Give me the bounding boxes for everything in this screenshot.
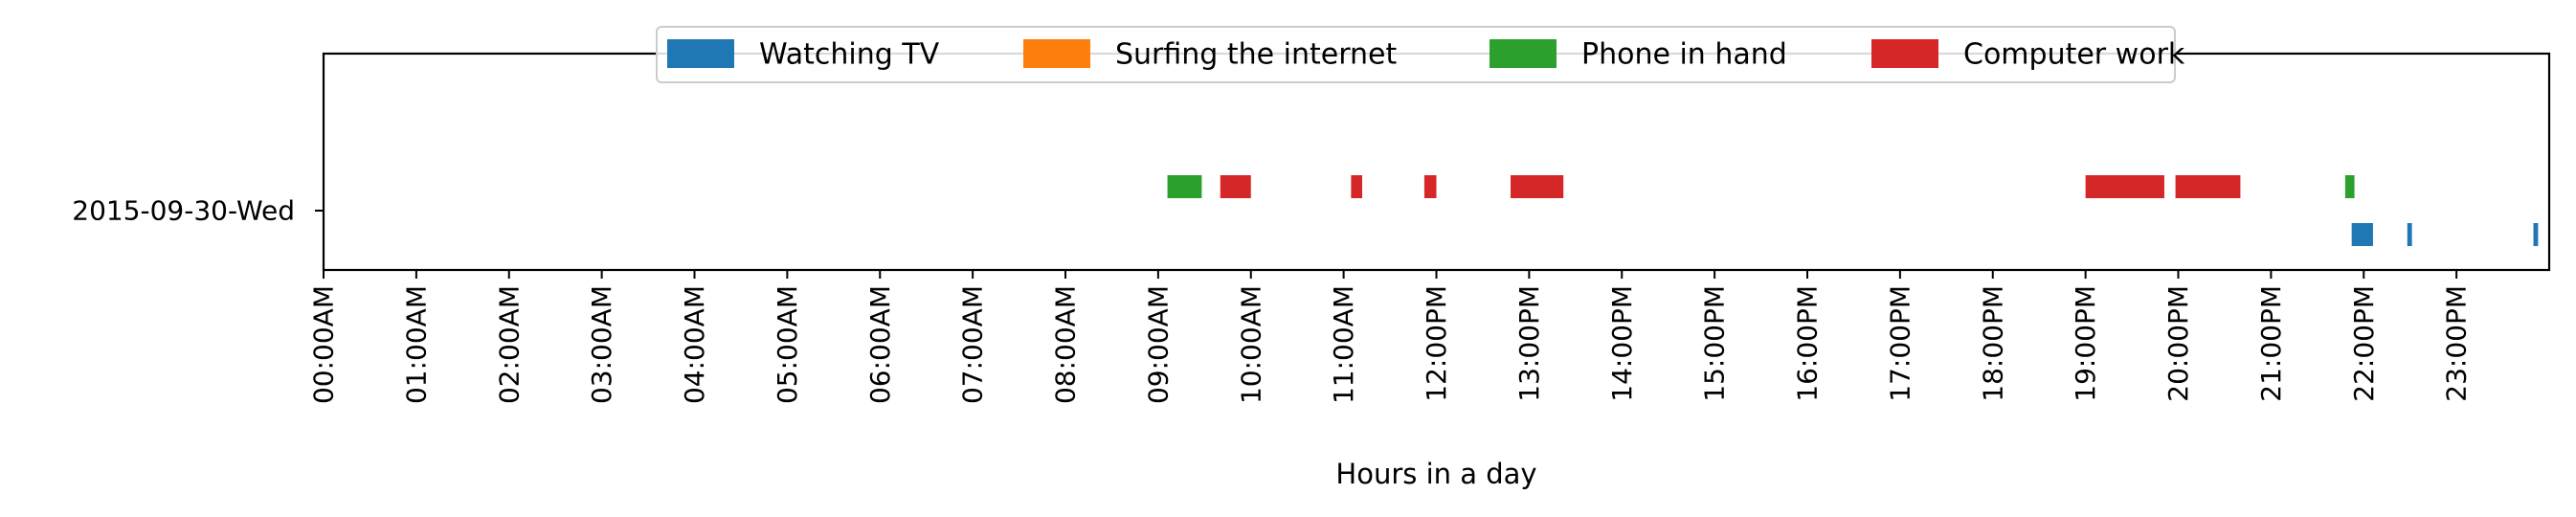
x-tick-label: 21:00PM (2255, 285, 2287, 402)
x-tick-label: 05:00AM (772, 285, 803, 404)
legend-swatch-surfing-the-internet (1023, 39, 1090, 68)
x-axis-title: Hours in a day (1335, 458, 1536, 490)
legend-label: Computer work (1963, 38, 2185, 72)
bar-computer-work-2 (1423, 175, 1437, 198)
legend-label: Watching TV (759, 38, 940, 72)
x-tick-label: 07:00AM (957, 285, 989, 404)
bar-computer-work-0 (1220, 175, 1251, 198)
x-tick-label: 16:00PM (1792, 285, 1824, 402)
bar-watching-tv-0 (2351, 223, 2373, 246)
legend-label: Phone in hand (1581, 38, 1787, 72)
x-tick-label: 09:00AM (1142, 285, 1174, 404)
x-tick-label: 00:00AM (308, 285, 340, 404)
x-tick-label: 22:00PM (2348, 285, 2380, 402)
y-axis-ticks: 2015-09-30-Wed (72, 195, 324, 227)
x-tick-label: 17:00PM (1884, 285, 1915, 402)
x-tick-label: 03:00AM (586, 285, 617, 404)
x-tick-label: 19:00PM (2070, 285, 2101, 402)
bar-computer-work-5 (2175, 175, 2241, 198)
bar-phone-in-hand-1 (2344, 175, 2355, 198)
x-tick-label: 04:00AM (679, 285, 710, 404)
legend-swatch-watching-tv (667, 39, 734, 68)
x-tick-label: 15:00PM (1699, 285, 1731, 402)
y-tick-label: 2015-09-30-Wed (72, 195, 295, 227)
x-tick-label: 14:00PM (1606, 285, 1638, 402)
x-tick-label: 08:00AM (1050, 285, 1082, 404)
activity-bars (1167, 175, 2539, 246)
bar-watching-tv-1 (2407, 223, 2412, 246)
bar-computer-work-3 (1511, 175, 1564, 198)
plot-frame (322, 52, 2551, 272)
legend-swatch-phone-in-hand (1490, 39, 1557, 68)
x-axis-ticks: 00:00AM 01:00AM 02:00AM 03:00AM 04:00AM 05:00… (308, 270, 2473, 404)
legend: Watching TV Surfing the internet Phone in … (656, 26, 2185, 83)
x-tick-label: 12:00PM (1421, 285, 1452, 402)
bar-computer-work-1 (1351, 175, 1362, 198)
x-tick-label: 10:00AM (1235, 285, 1266, 404)
x-tick-label: 13:00PM (1513, 285, 1545, 402)
bar-watching-tv-2 (2533, 223, 2539, 246)
x-tick-label: 20:00PM (2162, 285, 2194, 402)
legend-label: Surfing the internet (1115, 38, 1397, 72)
x-tick-label: 23:00PM (2441, 285, 2473, 402)
bar-phone-in-hand-0 (1167, 175, 1202, 198)
x-tick-label: 11:00AM (1328, 285, 1359, 404)
x-tick-label: 06:00AM (864, 285, 896, 404)
x-tick-label: 02:00AM (493, 285, 525, 404)
x-tick-label: 18:00PM (1977, 285, 2008, 402)
bar-computer-work-4 (2085, 175, 2164, 198)
legend-swatch-computer-work (1871, 39, 1938, 68)
x-tick-label: 01:00AM (400, 285, 432, 404)
